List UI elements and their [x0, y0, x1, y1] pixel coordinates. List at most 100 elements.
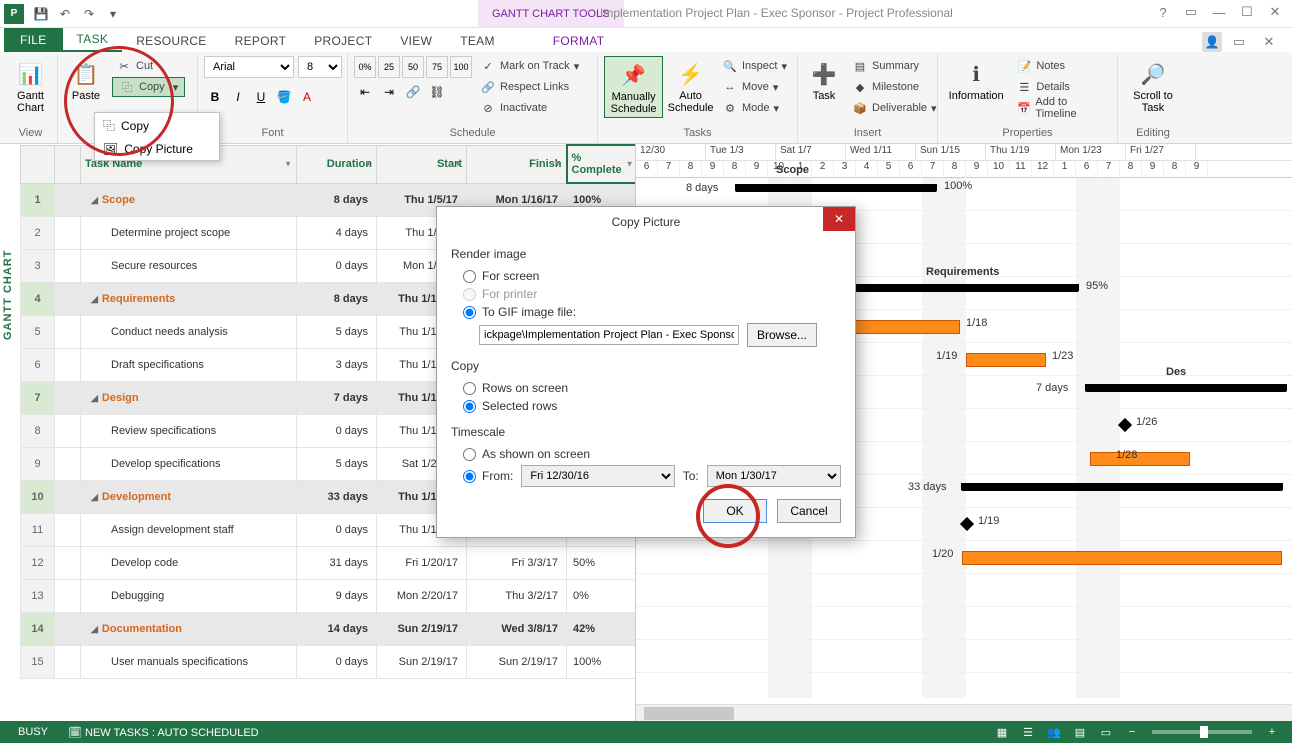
tab-report[interactable]: REPORT — [221, 30, 301, 52]
save-icon[interactable]: 💾 — [30, 3, 52, 25]
link-button[interactable]: 🔗 — [402, 81, 424, 103]
task-bar-6[interactable] — [966, 353, 1046, 367]
task-name-cell[interactable]: User manuals specifications — [81, 645, 297, 678]
task-button[interactable]: ➕ Task — [804, 56, 844, 104]
start-cell[interactable]: Mon 2/20/17 — [377, 579, 467, 612]
task-name-cell[interactable]: Conduct needs analysis — [81, 315, 297, 348]
pct-cell[interactable]: 42% — [567, 612, 636, 645]
col-rownum[interactable] — [21, 145, 55, 183]
view-team-icon[interactable]: 👥 — [1042, 723, 1066, 741]
task-name-cell[interactable]: Debugging — [81, 579, 297, 612]
copy-menu-picture[interactable]: 🖼Copy Picture — [95, 138, 219, 160]
outdent-button[interactable]: ⇤ — [354, 81, 376, 103]
finish-cell[interactable]: Wed 3/8/17 — [467, 612, 567, 645]
help-icon[interactable]: ? — [1150, 2, 1176, 22]
move-button[interactable]: ↔Move▾ — [718, 77, 791, 97]
window-restore-icon[interactable]: ▭ — [1226, 32, 1252, 52]
underline-button[interactable]: U — [250, 86, 272, 108]
copy-menu-copy[interactable]: ⿻Copy — [95, 113, 219, 138]
task-name-cell[interactable]: ◢Scope — [81, 183, 297, 216]
table-row[interactable]: 14◢Documentation14 daysSun 2/19/17Wed 3/… — [21, 612, 636, 645]
font-size-select[interactable]: 8 — [298, 56, 342, 78]
pct25-button[interactable]: 25 — [378, 56, 400, 78]
browse-button[interactable]: Browse... — [747, 323, 817, 347]
dev-summary-bar[interactable] — [962, 483, 1282, 491]
design-summary-bar[interactable] — [1086, 384, 1286, 392]
duration-cell[interactable]: 33 days — [297, 480, 377, 513]
start-cell[interactable]: Sun 2/19/17 — [377, 612, 467, 645]
finish-cell[interactable]: Fri 3/3/17 — [467, 546, 567, 579]
task-name-cell[interactable]: Secure resources — [81, 249, 297, 282]
undo-icon[interactable]: ↶ — [54, 3, 76, 25]
ok-button[interactable]: OK — [703, 499, 767, 523]
row-number[interactable]: 6 — [21, 348, 55, 381]
summary-button[interactable]: ▤Summary — [848, 56, 941, 76]
outline-toggle-icon[interactable]: ◢ — [91, 294, 98, 304]
duration-cell[interactable]: 0 days — [297, 513, 377, 546]
font-name-select[interactable]: Arial — [204, 56, 294, 78]
auto-schedule-button[interactable]: ⚡ Auto Schedule — [667, 56, 714, 116]
start-cell[interactable]: Fri 1/20/17 — [377, 546, 467, 579]
task-name-cell[interactable]: ◢Requirements — [81, 282, 297, 315]
row-number[interactable]: 11 — [21, 513, 55, 546]
redo-icon[interactable]: ↷ — [78, 3, 100, 25]
tab-project[interactable]: PROJECT — [300, 30, 386, 52]
mode-button[interactable]: ⚙Mode▾ — [718, 98, 791, 118]
finish-cell[interactable]: Sun 2/19/17 — [467, 645, 567, 678]
row-number[interactable]: 12 — [21, 546, 55, 579]
row-number[interactable]: 10 — [21, 480, 55, 513]
row-number[interactable]: 3 — [21, 249, 55, 282]
tab-file[interactable]: FILE — [4, 28, 63, 52]
table-row[interactable]: 15User manuals specifications0 daysSun 2… — [21, 645, 636, 678]
outline-toggle-icon[interactable]: ◢ — [91, 195, 98, 205]
req-summary-bar[interactable] — [832, 284, 1078, 292]
start-cell[interactable]: Sun 2/19/17 — [377, 645, 467, 678]
gantt-chart-button[interactable]: 📊 Gantt Chart — [10, 56, 51, 116]
notes-button[interactable]: 📝Notes — [1012, 56, 1111, 76]
copy-button[interactable]: ⿻Copy▾ — [112, 77, 185, 97]
view-resource-icon[interactable]: ▤ — [1068, 723, 1092, 741]
finish-cell[interactable]: Thu 3/2/17 — [467, 579, 567, 612]
details-button[interactable]: ☰Details — [1012, 77, 1111, 97]
col-duration[interactable]: Duration▼ — [297, 145, 377, 183]
task-name-cell[interactable]: Assign development staff — [81, 513, 297, 546]
duration-cell[interactable]: 7 days — [297, 381, 377, 414]
hscroll-thumb[interactable] — [644, 707, 734, 720]
deliverable-button[interactable]: 📦Deliverable▾ — [848, 98, 941, 118]
mdi-close-icon[interactable]: ✕ — [1256, 32, 1282, 52]
col-indicator[interactable] — [55, 145, 81, 183]
col-start[interactable]: Start▼ — [377, 145, 467, 183]
minimize-icon[interactable]: — — [1206, 2, 1232, 22]
pct-cell[interactable]: 100% — [567, 645, 636, 678]
pct-cell[interactable]: 50% — [567, 546, 636, 579]
pct100-button[interactable]: 100 — [450, 56, 472, 78]
table-row[interactable]: 12 Develop code31 daysFri 1/20/17Fri 3/3/… — [21, 546, 636, 579]
row-number[interactable]: 15 — [21, 645, 55, 678]
row-number[interactable]: 2 — [21, 216, 55, 249]
radio-from-to[interactable]: From: — [463, 469, 513, 483]
task-name-cell[interactable]: Develop code — [81, 546, 297, 579]
radio-rows-screen[interactable]: Rows on screen — [451, 379, 841, 397]
duration-cell[interactable]: 31 days — [297, 546, 377, 579]
gantt-hscroll[interactable] — [636, 704, 1292, 721]
scroll-to-task-button[interactable]: 🔎 Scroll to Task — [1124, 56, 1182, 116]
status-newtasks[interactable]: 🗓 NEW TASKS : AUTO SCHEDULED — [58, 726, 269, 739]
pct0-button[interactable]: 0% — [354, 56, 376, 78]
dialog-close-button[interactable]: ✕ — [823, 207, 855, 231]
to-date-select[interactable]: Mon 1/30/17 — [707, 465, 841, 487]
radio-to-gif[interactable]: To GIF image file: — [451, 303, 841, 321]
unlink-button[interactable]: ⛓ — [426, 81, 448, 103]
zoom-in-icon[interactable]: + — [1260, 723, 1284, 741]
task-name-cell[interactable]: Draft specifications — [81, 348, 297, 381]
row-number[interactable]: 9 — [21, 447, 55, 480]
pct-cell[interactable]: 0% — [567, 579, 636, 612]
task-name-cell[interactable]: ◢Documentation — [81, 612, 297, 645]
cut-button[interactable]: ✂Cut — [112, 56, 185, 76]
duration-cell[interactable]: 0 days — [297, 645, 377, 678]
task-name-cell[interactable]: ◢Development — [81, 480, 297, 513]
add-timeline-button[interactable]: 📅Add to Timeline — [1012, 98, 1111, 118]
mark-on-track-button[interactable]: ✓Mark on Track▾ — [476, 56, 583, 76]
user-avatar-icon[interactable]: 👤 — [1202, 32, 1222, 52]
task-bar-9[interactable] — [1090, 452, 1190, 466]
indent-button[interactable]: ⇥ — [378, 81, 400, 103]
